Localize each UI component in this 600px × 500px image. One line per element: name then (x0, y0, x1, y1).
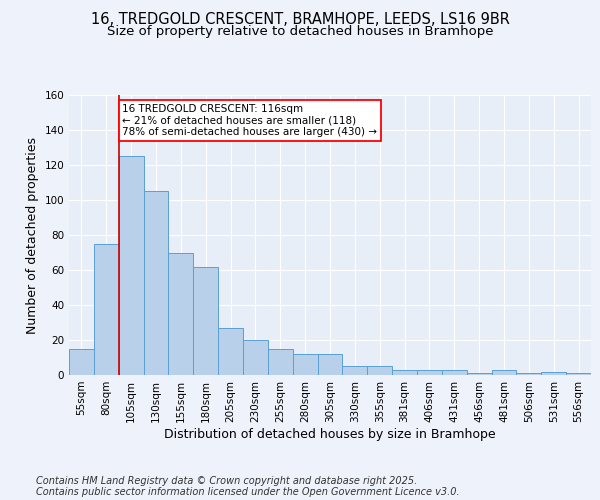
Bar (119, 156, 143, 375)
Bar (566, 373, 591, 375)
Text: 16 TREDGOLD CRESCENT: 116sqm
← 21% of detached houses are smaller (118)
78% of s: 16 TREDGOLD CRESCENT: 116sqm ← 21% of de… (122, 104, 377, 137)
Text: Contains HM Land Registry data © Crown copyright and database right 2025.: Contains HM Land Registry data © Crown c… (36, 476, 417, 486)
Bar (218, 328, 243, 375)
Y-axis label: Number of detached properties: Number of detached properties (26, 136, 39, 334)
Text: 16, TREDGOLD CRESCENT, BRAMHOPE, LEEDS, LS16 9BR: 16, TREDGOLD CRESCENT, BRAMHOPE, LEEDS, … (91, 12, 509, 28)
Bar (343, 366, 367, 375)
Bar (367, 366, 392, 375)
Bar (293, 354, 317, 375)
Bar (193, 266, 218, 375)
Bar (417, 370, 442, 375)
Bar (143, 191, 169, 375)
Bar (491, 370, 517, 375)
Bar (69, 349, 94, 375)
Bar (94, 244, 119, 375)
Bar (467, 373, 491, 375)
Bar (541, 372, 566, 375)
Bar (517, 373, 541, 375)
Bar (268, 349, 293, 375)
Bar (243, 340, 268, 375)
Bar (317, 354, 343, 375)
Text: Size of property relative to detached houses in Bramhope: Size of property relative to detached ho… (107, 25, 493, 38)
X-axis label: Distribution of detached houses by size in Bramhope: Distribution of detached houses by size … (164, 428, 496, 440)
Bar (169, 252, 193, 375)
Bar (442, 370, 467, 375)
Text: Contains public sector information licensed under the Open Government Licence v3: Contains public sector information licen… (36, 487, 460, 497)
Bar (392, 370, 417, 375)
